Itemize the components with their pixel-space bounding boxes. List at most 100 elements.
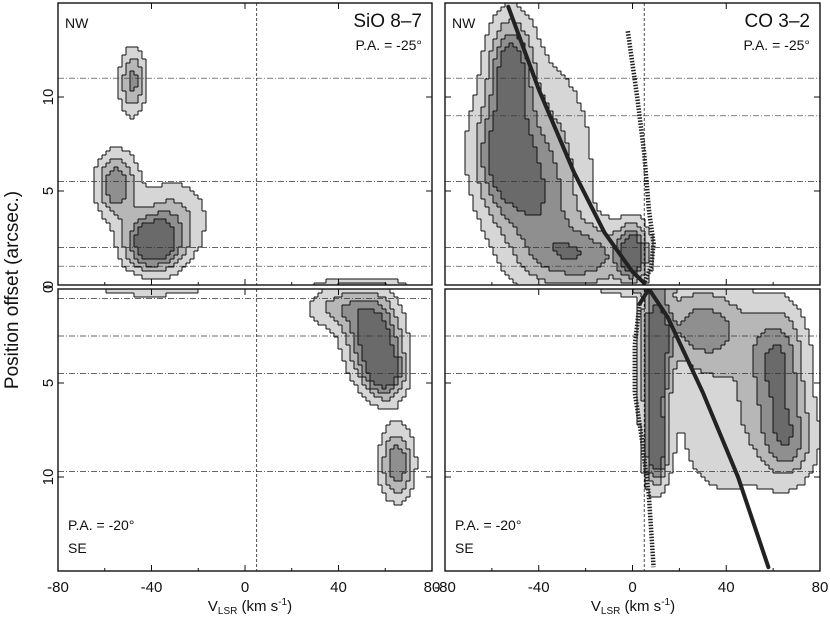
- emission-cell: [509, 59, 513, 63]
- emission-cell: [481, 111, 485, 115]
- emission-cell: [621, 215, 625, 219]
- emission-cell: [577, 199, 581, 203]
- emission-cell: [581, 135, 585, 139]
- emission-cell: [593, 235, 597, 239]
- emission-cell: [390, 429, 394, 433]
- emission-cell: [537, 59, 541, 63]
- emission-cell: [561, 235, 565, 239]
- emission-cell: [573, 111, 577, 115]
- emission-cell: [134, 215, 138, 219]
- emission-cell: [158, 263, 162, 267]
- emission-cell: [593, 255, 597, 259]
- emission-cell: [577, 171, 581, 175]
- emission-cell: [394, 485, 398, 489]
- emission-cell: [581, 131, 585, 135]
- emission-cell: [473, 119, 477, 123]
- emission-cell: [186, 195, 190, 199]
- emission-cell: [366, 349, 370, 353]
- emission-cell: [370, 365, 374, 369]
- emission-cell: [390, 389, 394, 393]
- emission-cell: [166, 215, 170, 219]
- emission-cell: [545, 151, 549, 155]
- emission-cell: [122, 219, 126, 223]
- emission-cell: [537, 51, 541, 55]
- emission-cell: [505, 191, 509, 195]
- emission-cell: [545, 219, 549, 223]
- emission-cell: [477, 199, 481, 203]
- emission-cell: [613, 223, 617, 227]
- emission-cell: [529, 247, 533, 251]
- emission-cell: [366, 329, 370, 333]
- emission-cell: [394, 397, 398, 401]
- emission-cell: [477, 123, 481, 127]
- emission-cell: [497, 155, 501, 159]
- emission-cell: [517, 103, 521, 107]
- emission-cell: [406, 441, 410, 445]
- emission-cell: [513, 107, 517, 111]
- emission-cell: [505, 91, 509, 95]
- emission-cell: [609, 223, 613, 227]
- emission-cell: [318, 309, 322, 313]
- emission-cell: [106, 151, 110, 155]
- emission-cell: [557, 215, 561, 219]
- emission-cell: [537, 143, 541, 147]
- emission-cell: [493, 155, 497, 159]
- emission-cell: [573, 119, 577, 123]
- emission-cell: [497, 119, 501, 123]
- emission-cell: [102, 211, 106, 215]
- emission-cell: [182, 215, 186, 219]
- emission-cell: [497, 47, 501, 51]
- emission-cell: [533, 95, 537, 99]
- emission-cell: [573, 147, 577, 151]
- emission-cell: [390, 317, 394, 321]
- emission-cell: [529, 219, 533, 223]
- emission-cell: [382, 341, 386, 345]
- emission-cell: [382, 333, 386, 337]
- emission-cell: [481, 151, 485, 155]
- emission-cell: [557, 83, 561, 87]
- emission-cell: [525, 19, 529, 23]
- emission-cell: [374, 365, 378, 369]
- emission-cell: [573, 251, 577, 255]
- emission-cell: [533, 243, 537, 247]
- emission-cell: [581, 235, 585, 239]
- emission-cell: [481, 191, 485, 195]
- emission-cell: [521, 215, 525, 219]
- emission-cell: [154, 231, 158, 235]
- emission-cell: [493, 227, 497, 231]
- emission-cell: [350, 369, 354, 373]
- emission-cell: [513, 71, 517, 75]
- emission-cell: [350, 313, 354, 317]
- emission-cell: [346, 293, 350, 297]
- emission-cell: [525, 95, 529, 99]
- emission-cell: [525, 139, 529, 143]
- emission-cell: [537, 107, 541, 111]
- emission-cell: [553, 215, 557, 219]
- emission-cell: [138, 95, 142, 99]
- emission-cell: [505, 83, 509, 87]
- emission-cell: [557, 275, 561, 279]
- emission-cell: [489, 27, 493, 31]
- emission-cell: [521, 167, 525, 171]
- emission-cell: [390, 461, 394, 465]
- emission-cell: [122, 155, 126, 159]
- emission-cell: [354, 345, 358, 349]
- emission-cell: [549, 87, 553, 91]
- emission-cell: [402, 337, 406, 341]
- emission-cell: [537, 267, 541, 271]
- emission-cell: [374, 321, 378, 325]
- emission-cell: [154, 235, 158, 239]
- emission-cell: [114, 183, 118, 187]
- emission-cell: [545, 119, 549, 123]
- emission-cell: [170, 267, 174, 271]
- emission-cell: [561, 95, 565, 99]
- emission-cell: [122, 55, 126, 59]
- emission-cell: [469, 187, 473, 191]
- emission-cell: [150, 207, 154, 211]
- emission-cell: [410, 465, 414, 469]
- emission-cell: [489, 35, 493, 39]
- emission-cell: [322, 293, 326, 297]
- emission-cell: [553, 107, 557, 111]
- emission-cell: [513, 243, 517, 247]
